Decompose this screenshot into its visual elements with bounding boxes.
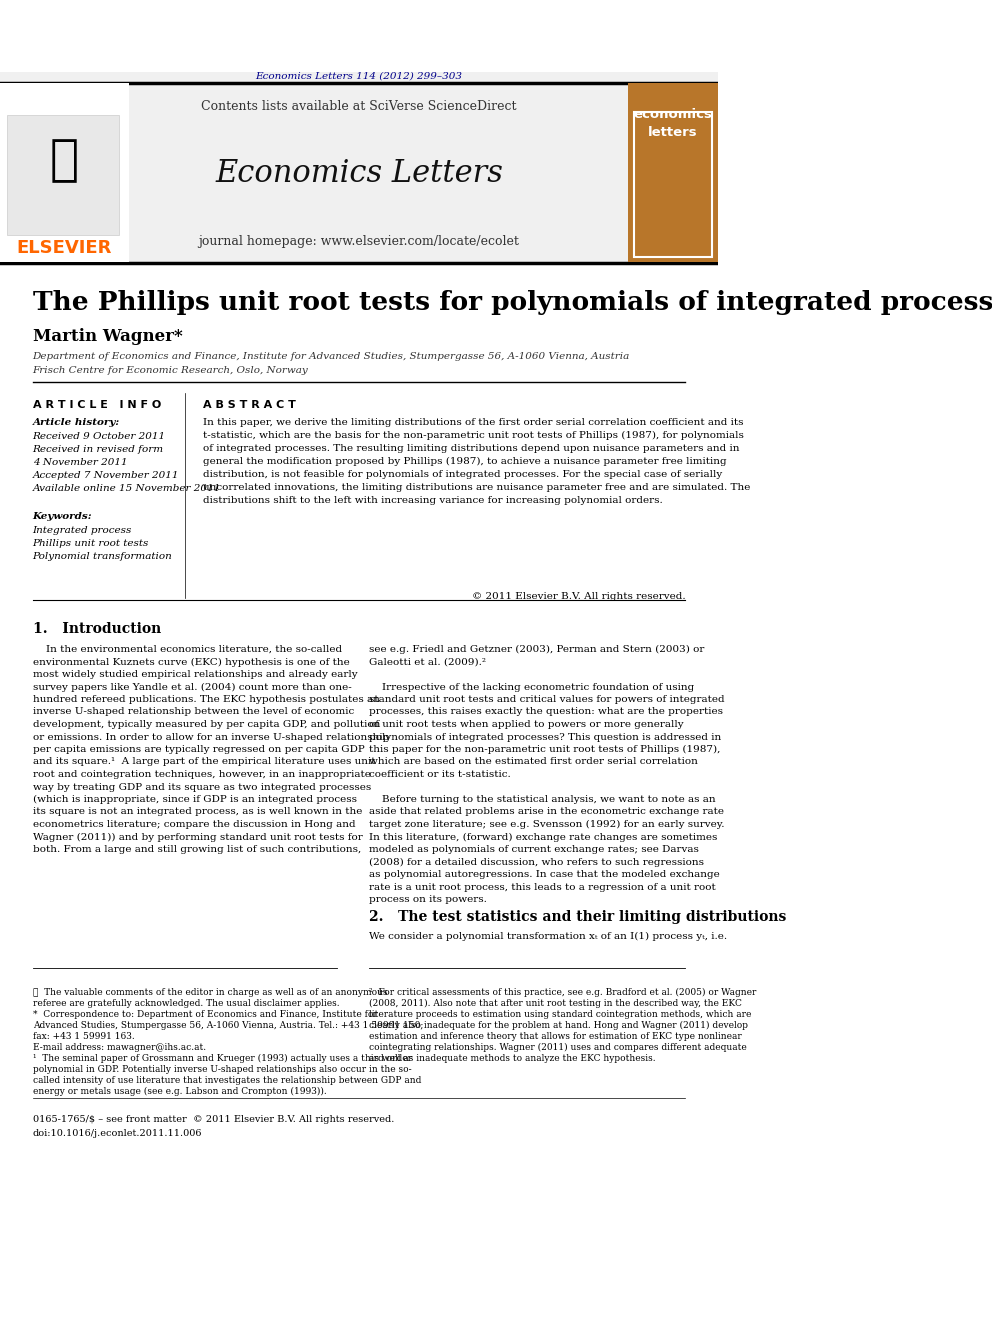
Text: clearly also inadequate for the problem at hand. Hong and Wagner (2011) develop: clearly also inadequate for the problem … — [369, 1021, 748, 1031]
Text: per capita emissions are typically regressed on per capita GDP: per capita emissions are typically regre… — [33, 745, 364, 754]
Text: Polynomial transformation: Polynomial transformation — [33, 552, 173, 561]
Text: aside that related problems arise in the econometric exchange rate: aside that related problems arise in the… — [369, 807, 724, 816]
Text: as polynomial autoregressions. In case that the modeled exchange: as polynomial autoregressions. In case t… — [369, 871, 720, 878]
Text: 4 November 2011: 4 November 2011 — [33, 458, 127, 467]
Text: uncorrelated innovations, the limiting distributions are nuisance parameter free: uncorrelated innovations, the limiting d… — [202, 483, 750, 492]
Text: Received in revised form: Received in revised form — [33, 445, 164, 454]
Text: Contents lists available at SciVerse ScienceDirect: Contents lists available at SciVerse Sci… — [201, 101, 517, 112]
Text: see e.g. Friedl and Getzner (2003), Perman and Stern (2003) or: see e.g. Friedl and Getzner (2003), Perm… — [369, 646, 704, 654]
Text: process on its powers.: process on its powers. — [369, 894, 487, 904]
Text: In the environmental economics literature, the so-called: In the environmental economics literatur… — [33, 646, 341, 654]
Text: ELSEVIER: ELSEVIER — [16, 239, 111, 257]
Text: distribution, is not feasible for polynomials of integrated processes. For the s: distribution, is not feasible for polyno… — [202, 470, 722, 479]
Text: econometrics literature; compare the discussion in Hong and: econometrics literature; compare the dis… — [33, 820, 355, 830]
Text: ¹  The seminal paper of Grossmann and Krueger (1993) actually uses a third order: ¹ The seminal paper of Grossmann and Kru… — [33, 1054, 412, 1064]
Text: distributions shift to the left with increasing variance for increasing polynomi: distributions shift to the left with inc… — [202, 496, 663, 505]
Text: referee are gratefully acknowledged. The usual disclaimer applies.: referee are gratefully acknowledged. The… — [33, 999, 339, 1008]
FancyBboxPatch shape — [628, 83, 718, 262]
Text: polynomial in GDP. Potentially inverse U-shaped relationships also occur in the : polynomial in GDP. Potentially inverse U… — [33, 1065, 412, 1074]
Text: © 2011 Elsevier B.V. All rights reserved.: © 2011 Elsevier B.V. All rights reserved… — [472, 591, 685, 601]
Text: E-mail address: mawagner@ihs.ac.at.: E-mail address: mawagner@ihs.ac.at. — [33, 1043, 205, 1052]
Text: processes, this raises exactly the question: what are the properties: processes, this raises exactly the quest… — [369, 708, 723, 717]
Text: inverse U-shaped relationship between the level of economic: inverse U-shaped relationship between th… — [33, 708, 354, 717]
Text: as well as inadequate methods to analyze the EKC hypothesis.: as well as inadequate methods to analyze… — [369, 1054, 656, 1062]
Text: The Phillips unit root tests for polynomials of integrated processes★: The Phillips unit root tests for polynom… — [33, 290, 992, 315]
Text: development, typically measured by per capita GDP, and pollution: development, typically measured by per c… — [33, 720, 380, 729]
Text: cointegrating relationships. Wagner (2011) uses and compares different adequate: cointegrating relationships. Wagner (201… — [369, 1043, 747, 1052]
Text: (2008) for a detailed discussion, who refers to such regressions: (2008) for a detailed discussion, who re… — [369, 857, 704, 867]
Text: doi:10.1016/j.econlet.2011.11.006: doi:10.1016/j.econlet.2011.11.006 — [33, 1129, 202, 1138]
Text: In this paper, we derive the limiting distributions of the first order serial co: In this paper, we derive the limiting di… — [202, 418, 743, 427]
Text: Galeotti et al. (2009).²: Galeotti et al. (2009).² — [369, 658, 486, 667]
Text: most widely studied empirical relationships and already early: most widely studied empirical relationsh… — [33, 669, 357, 679]
Text: A R T I C L E   I N F O: A R T I C L E I N F O — [33, 400, 161, 410]
Text: Economics Letters 114 (2012) 299–303: Economics Letters 114 (2012) 299–303 — [256, 71, 462, 81]
Text: Frisch Centre for Economic Research, Oslo, Norway: Frisch Centre for Economic Research, Osl… — [33, 366, 309, 374]
Text: target zone literature; see e.g. Svensson (1992) for an early survey.: target zone literature; see e.g. Svensso… — [369, 820, 724, 830]
FancyBboxPatch shape — [7, 115, 119, 235]
Text: of integrated processes. The resulting limiting distributions depend upon nuisan: of integrated processes. The resulting l… — [202, 445, 739, 452]
Text: A B S T R A C T: A B S T R A C T — [202, 400, 296, 410]
Text: ★  The valuable comments of the editor in charge as well as of an anonymous: ★ The valuable comments of the editor in… — [33, 988, 387, 998]
Text: way by treating GDP and its square as two integrated processes: way by treating GDP and its square as tw… — [33, 782, 371, 791]
Text: Economics Letters: Economics Letters — [215, 157, 503, 189]
Text: Wagner (2011)) and by performing standard unit root tests for: Wagner (2011)) and by performing standar… — [33, 832, 362, 841]
Text: We consider a polynomial transformation xₜ of an I(1) process yₜ, i.e.: We consider a polynomial transformation … — [369, 931, 727, 941]
Text: Received 9 October 2011: Received 9 October 2011 — [33, 433, 166, 441]
Text: 1.   Introduction: 1. Introduction — [33, 622, 161, 636]
Text: polynomials of integrated processes? This question is addressed in: polynomials of integrated processes? Thi… — [369, 733, 721, 741]
Text: ²  For critical assessments of this practice, see e.g. Bradford et al. (2005) or: ² For critical assessments of this pract… — [369, 988, 757, 998]
Text: modeled as polynomials of current exchange rates; see Darvas: modeled as polynomials of current exchan… — [369, 845, 699, 855]
Text: coefficient or its t-statistic.: coefficient or its t-statistic. — [369, 770, 511, 779]
Text: (which is inappropriate, since if GDP is an integrated process: (which is inappropriate, since if GDP is… — [33, 795, 356, 804]
Text: which are based on the estimated first order serial correlation: which are based on the estimated first o… — [369, 758, 698, 766]
Text: 0165-1765/$ – see front matter  © 2011 Elsevier B.V. All rights reserved.: 0165-1765/$ – see front matter © 2011 El… — [33, 1115, 394, 1125]
FancyBboxPatch shape — [0, 83, 129, 262]
Text: its square is not an integrated process, as is well known in the: its square is not an integrated process,… — [33, 807, 362, 816]
Text: Martin Wagner*: Martin Wagner* — [33, 328, 183, 345]
Text: Integrated process: Integrated process — [33, 527, 132, 534]
Text: this paper for the non-parametric unit root tests of Phillips (1987),: this paper for the non-parametric unit r… — [369, 745, 720, 754]
Text: general the modification proposed by Phillips (1987), to achieve a nuisance para: general the modification proposed by Phi… — [202, 456, 726, 466]
Text: literature proceeds to estimation using standard cointegration methods, which ar: literature proceeds to estimation using … — [369, 1009, 752, 1019]
Text: Irrespective of the lacking econometric foundation of using: Irrespective of the lacking econometric … — [369, 683, 694, 692]
Text: *  Correspondence to: Department of Economics and Finance, Institute for: * Correspondence to: Department of Econo… — [33, 1009, 377, 1019]
Text: (2008, 2011). Also note that after unit root testing in the described way, the E: (2008, 2011). Also note that after unit … — [369, 999, 742, 1008]
Text: or emissions. In order to allow for an inverse U-shaped relationship: or emissions. In order to allow for an i… — [33, 733, 389, 741]
Text: standard unit root tests and critical values for powers of integrated: standard unit root tests and critical va… — [369, 695, 725, 704]
Text: root and cointegration techniques, however, in an inappropriate: root and cointegration techniques, howev… — [33, 770, 370, 779]
Text: fax: +43 1 59991 163.: fax: +43 1 59991 163. — [33, 1032, 134, 1041]
Text: estimation and inference theory that allows for estimation of EKC type nonlinear: estimation and inference theory that all… — [369, 1032, 742, 1041]
Text: Keywords:: Keywords: — [33, 512, 92, 521]
Text: hundred refereed publications. The EKC hypothesis postulates an: hundred refereed publications. The EKC h… — [33, 695, 380, 704]
Text: both. From a large and still growing list of such contributions,: both. From a large and still growing lis… — [33, 845, 361, 855]
Text: energy or metals usage (see e.g. Labson and Crompton (1993)).: energy or metals usage (see e.g. Labson … — [33, 1088, 326, 1097]
Text: In this literature, (forward) exchange rate changes are sometimes: In this literature, (forward) exchange r… — [369, 832, 717, 841]
Text: of unit root tests when applied to powers or more generally: of unit root tests when applied to power… — [369, 720, 683, 729]
Text: Phillips unit root tests: Phillips unit root tests — [33, 538, 149, 548]
Text: 🌲: 🌲 — [50, 136, 78, 184]
Text: Available online 15 November 2011: Available online 15 November 2011 — [33, 484, 221, 493]
FancyBboxPatch shape — [0, 71, 718, 262]
Text: economics
letters: economics letters — [634, 108, 712, 139]
Text: Accepted 7 November 2011: Accepted 7 November 2011 — [33, 471, 180, 480]
Text: and its square.¹  A large part of the empirical literature uses unit: and its square.¹ A large part of the emp… — [33, 758, 375, 766]
Text: rate is a unit root process, this leads to a regression of a unit root: rate is a unit root process, this leads … — [369, 882, 716, 892]
Text: survey papers like Yandle et al. (2004) count more than one-: survey papers like Yandle et al. (2004) … — [33, 683, 351, 692]
Text: environmental Kuznets curve (EKC) hypothesis is one of the: environmental Kuznets curve (EKC) hypoth… — [33, 658, 349, 667]
Text: Before turning to the statistical analysis, we want to note as an: Before turning to the statistical analys… — [369, 795, 715, 804]
Text: Article history:: Article history: — [33, 418, 120, 427]
Text: 2.   The test statistics and their limiting distributions: 2. The test statistics and their limitin… — [369, 910, 787, 923]
Text: Advanced Studies, Stumpergasse 56, A-1060 Vienna, Austria. Tel.: +43 1 59991 150: Advanced Studies, Stumpergasse 56, A-106… — [33, 1021, 423, 1031]
Text: journal homepage: www.elsevier.com/locate/ecolet: journal homepage: www.elsevier.com/locat… — [198, 235, 520, 247]
Text: Department of Economics and Finance, Institute for Advanced Studies, Stumpergass: Department of Economics and Finance, Ins… — [33, 352, 630, 361]
Text: t-statistic, which are the basis for the non-parametric unit root tests of Phill: t-statistic, which are the basis for the… — [202, 431, 744, 441]
Text: called intensity of use literature that investigates the relationship between GD: called intensity of use literature that … — [33, 1076, 421, 1085]
